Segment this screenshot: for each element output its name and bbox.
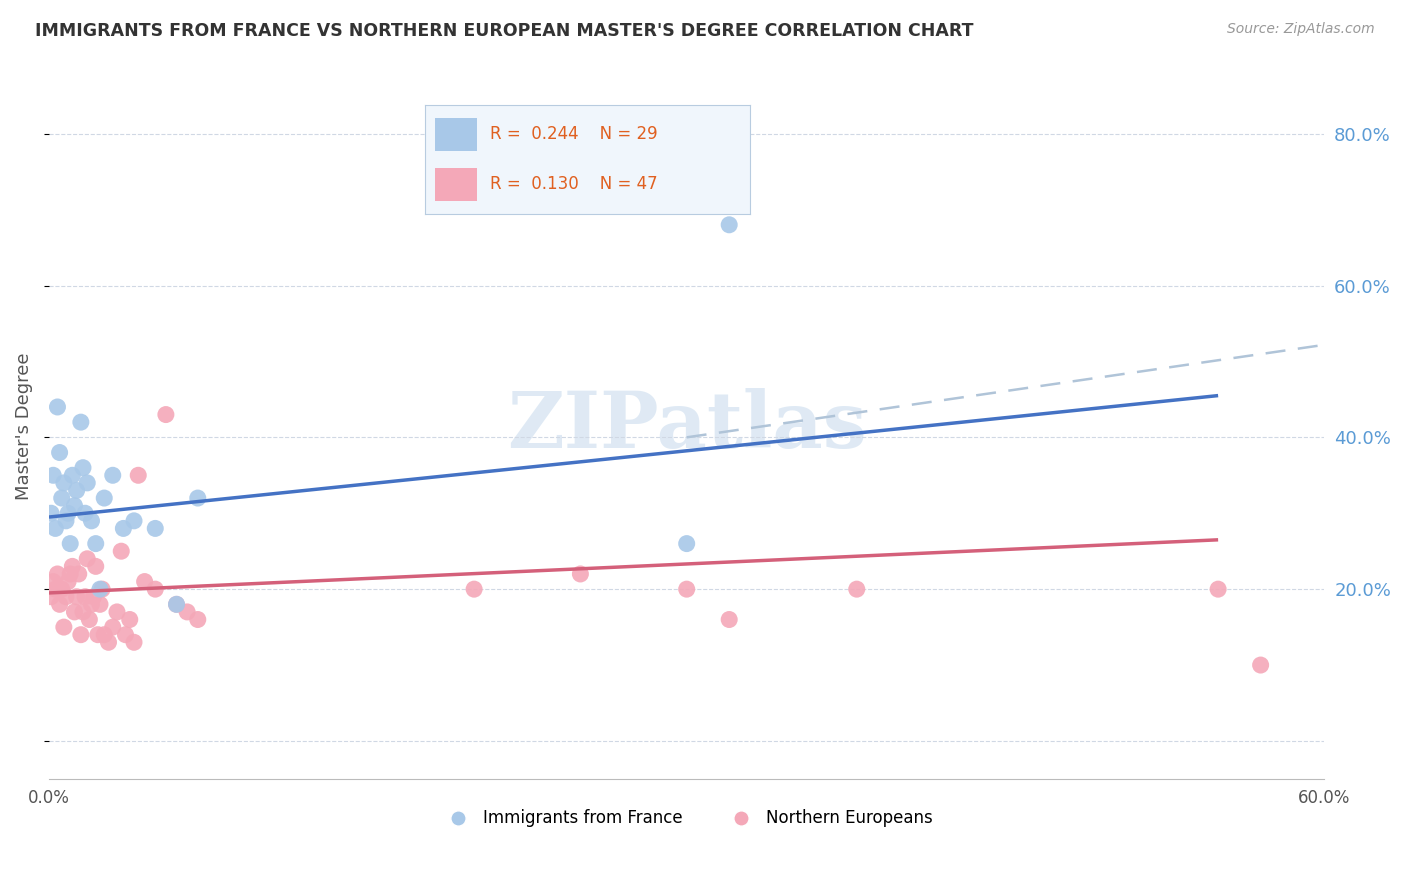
Point — [72, 605, 94, 619]
Point — [122, 635, 145, 649]
Point — [52, 475, 75, 490]
Point — [718, 218, 741, 232]
Point — [44, 521, 66, 535]
Point — [101, 620, 124, 634]
Point — [42, 574, 65, 589]
Point — [84, 559, 107, 574]
Point — [114, 628, 136, 642]
Point — [176, 605, 198, 619]
Point — [83, 590, 105, 604]
Point — [42, 468, 65, 483]
Point — [105, 605, 128, 619]
Point — [97, 635, 120, 649]
Point — [63, 499, 86, 513]
Point — [70, 415, 93, 429]
Point — [1206, 582, 1229, 596]
Point — [56, 506, 79, 520]
Point — [143, 582, 166, 596]
Point — [675, 536, 697, 550]
Point — [65, 590, 87, 604]
Point — [39, 506, 62, 520]
Point — [56, 574, 79, 589]
Point — [845, 582, 868, 596]
Point — [67, 566, 90, 581]
Text: IMMIGRANTS FROM FRANCE VS NORTHERN EUROPEAN MASTER'S DEGREE CORRELATION CHART: IMMIGRANTS FROM FRANCE VS NORTHERN EUROP… — [35, 22, 973, 40]
Point — [89, 582, 111, 596]
Point — [87, 628, 110, 642]
Point — [1250, 658, 1272, 673]
Point — [166, 598, 188, 612]
Point — [79, 613, 101, 627]
Point — [718, 613, 741, 627]
Point — [93, 491, 115, 505]
Point — [187, 491, 209, 505]
Text: Source: ZipAtlas.com: Source: ZipAtlas.com — [1227, 22, 1375, 37]
Point — [46, 400, 69, 414]
Point — [80, 598, 103, 612]
Point — [75, 506, 97, 520]
Point — [93, 628, 115, 642]
Point — [122, 514, 145, 528]
Point — [110, 544, 132, 558]
Point — [84, 536, 107, 550]
Point — [48, 445, 70, 459]
Point — [72, 460, 94, 475]
Point — [59, 536, 82, 550]
Point — [134, 574, 156, 589]
Text: ZIPatlas: ZIPatlas — [508, 388, 866, 464]
Point — [91, 582, 114, 596]
Point — [75, 590, 97, 604]
Point — [63, 605, 86, 619]
Point — [48, 598, 70, 612]
Point — [76, 475, 98, 490]
Point — [675, 582, 697, 596]
Legend: Immigrants from France, Northern Europeans: Immigrants from France, Northern Europea… — [434, 803, 939, 834]
Point — [143, 521, 166, 535]
Point — [65, 483, 87, 498]
Point — [76, 551, 98, 566]
Point — [39, 590, 62, 604]
Point — [166, 598, 188, 612]
Point — [55, 514, 77, 528]
Point — [60, 468, 83, 483]
Point — [187, 613, 209, 627]
Point — [55, 590, 77, 604]
Point — [155, 408, 177, 422]
Point — [118, 613, 141, 627]
Point — [60, 559, 83, 574]
Point — [569, 566, 592, 581]
Y-axis label: Master's Degree: Master's Degree — [15, 352, 32, 500]
Point — [70, 628, 93, 642]
Point — [127, 468, 149, 483]
Point — [463, 582, 485, 596]
Point — [44, 582, 66, 596]
Point — [80, 514, 103, 528]
Point — [52, 620, 75, 634]
Point — [51, 491, 73, 505]
Point — [59, 566, 82, 581]
Point — [51, 582, 73, 596]
Point — [101, 468, 124, 483]
Point — [89, 598, 111, 612]
Point — [112, 521, 135, 535]
Point — [46, 566, 69, 581]
